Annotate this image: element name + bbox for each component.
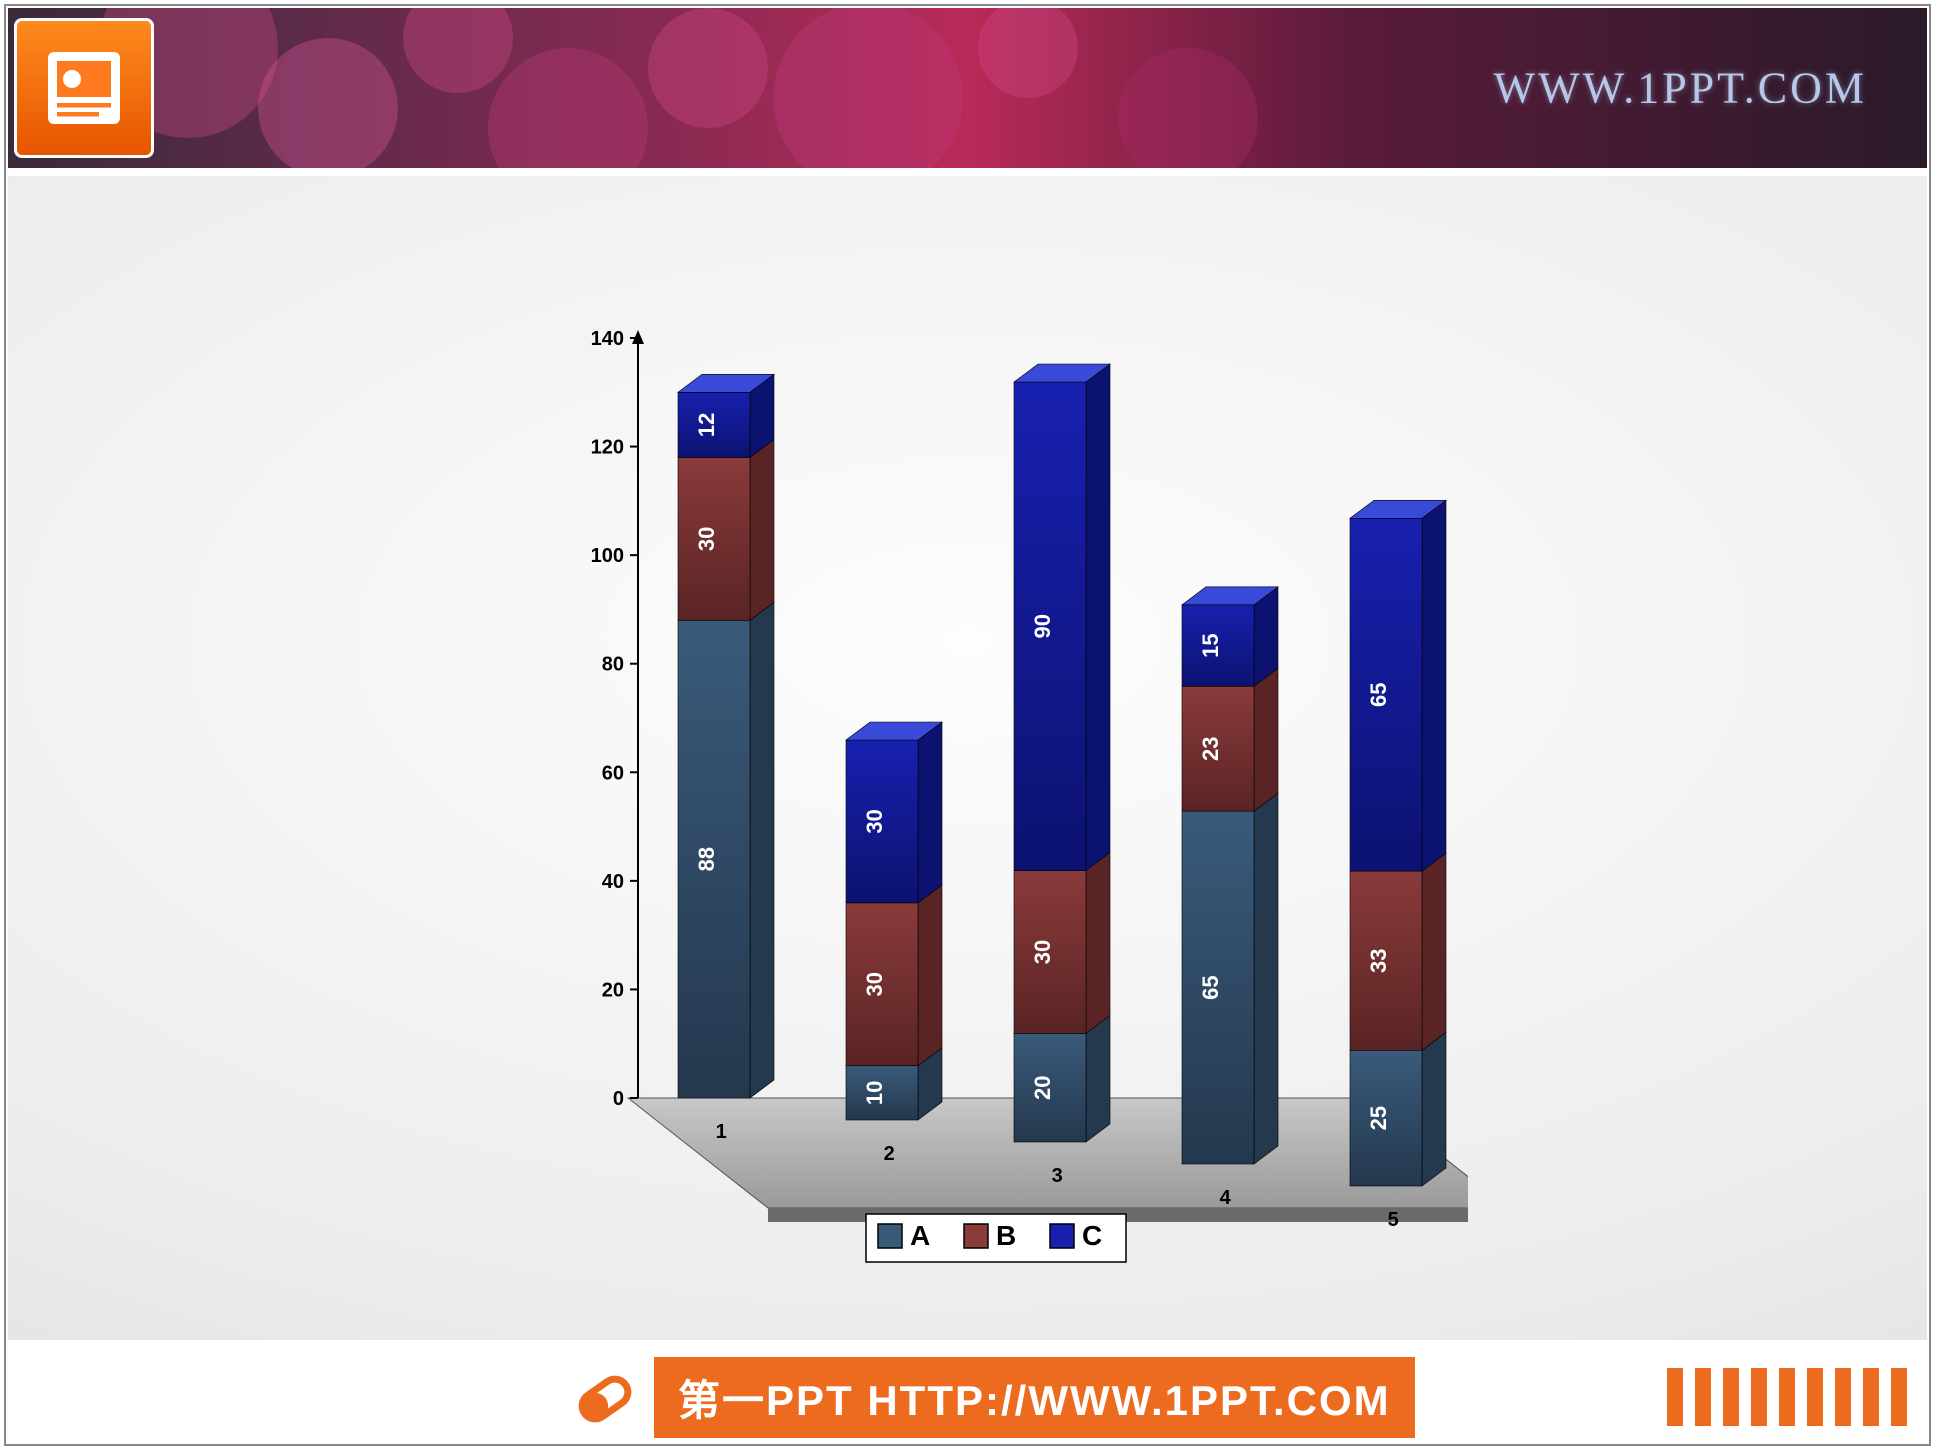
bokeh-circle [648, 8, 768, 128]
header-url: WWW.1PPT.COM [1494, 63, 1867, 114]
bar-value-label: 30 [862, 972, 887, 996]
legend-swatch [964, 1224, 988, 1248]
x-tick-label: 5 [1387, 1209, 1398, 1231]
bar-value-label: 20 [1030, 1075, 1055, 1099]
y-tick-label: 0 [612, 1088, 623, 1110]
bar-side [1086, 1015, 1110, 1142]
pill-icon [568, 1362, 638, 1432]
bar-side [918, 722, 942, 903]
header-banner: WWW.1PPT.COM [8, 8, 1927, 168]
bar-value-label: 12 [694, 413, 719, 437]
stacked-bar-chart: 0 20 40 60 80 100 120 140 88 30 12 1 10 30 30 2 20 30 90 3 6… [468, 228, 1468, 1288]
bokeh-circle [1118, 48, 1258, 168]
stripe [1779, 1368, 1795, 1426]
bar-side [750, 602, 774, 1098]
bar-side [1422, 500, 1446, 871]
bar-value-label: 25 [1366, 1106, 1391, 1130]
bar-value-label: 23 [1198, 736, 1223, 760]
legend-label: B [996, 1220, 1016, 1251]
y-tick-label: 60 [601, 762, 623, 784]
bar-side [1086, 364, 1110, 871]
stripe [1695, 1368, 1711, 1426]
bar-side [918, 885, 942, 1066]
bar-side [1254, 668, 1278, 811]
y-tick-label: 20 [601, 979, 623, 1001]
stripe [1723, 1368, 1739, 1426]
bar-value-label: 30 [1030, 940, 1055, 964]
bokeh-circle [773, 8, 963, 168]
powerpoint-icon [14, 18, 154, 158]
bar-value-label: 15 [1198, 633, 1223, 657]
legend-swatch [878, 1224, 902, 1248]
x-tick-label: 2 [883, 1143, 894, 1165]
y-tick-label: 100 [590, 545, 623, 567]
bokeh-circle [488, 48, 648, 168]
legend-label: C [1082, 1220, 1102, 1251]
footer-text-bar: 第一PPT HTTP://WWW.1PPT.COM [654, 1357, 1415, 1438]
footer: 第一PPT HTTP://WWW.1PPT.COM [8, 1352, 1927, 1442]
stripe [1835, 1368, 1851, 1426]
legend-swatch [1050, 1224, 1074, 1248]
x-tick-label: 4 [1219, 1187, 1231, 1209]
bar-side [1422, 1032, 1446, 1186]
stripe [1751, 1368, 1767, 1426]
bar-value-label: 30 [862, 809, 887, 833]
bar-value-label: 10 [862, 1081, 887, 1105]
bar-value-label: 90 [1030, 614, 1055, 638]
stripe [1807, 1368, 1823, 1426]
y-tick-label: 40 [601, 871, 623, 893]
footer-stripes [1667, 1368, 1907, 1426]
bar-side [750, 439, 774, 620]
bar-value-label: 65 [1198, 975, 1223, 999]
x-tick-label: 3 [1051, 1165, 1062, 1187]
bar-value-label: 65 [1366, 682, 1391, 706]
stripe [1891, 1368, 1907, 1426]
bokeh-circle [258, 38, 398, 168]
bar-value-label: 88 [694, 847, 719, 871]
y-tick-label: 140 [590, 328, 623, 350]
bar-side [1422, 853, 1446, 1050]
bar-side [1086, 853, 1110, 1034]
chart-area: 0 20 40 60 80 100 120 140 88 30 12 1 10 30 30 2 20 30 90 3 6… [8, 176, 1927, 1340]
bar-value-label: 33 [1366, 948, 1391, 972]
bokeh-circle [978, 8, 1078, 98]
y-tick-label: 80 [601, 654, 623, 676]
stripe [1667, 1368, 1683, 1426]
bar-value-label: 30 [694, 527, 719, 551]
stripe [1863, 1368, 1879, 1426]
x-tick-label: 1 [715, 1121, 726, 1143]
legend-label: A [910, 1220, 930, 1251]
y-tick-label: 120 [590, 437, 623, 459]
bokeh-circle [403, 8, 513, 93]
bar-side [1254, 793, 1278, 1164]
